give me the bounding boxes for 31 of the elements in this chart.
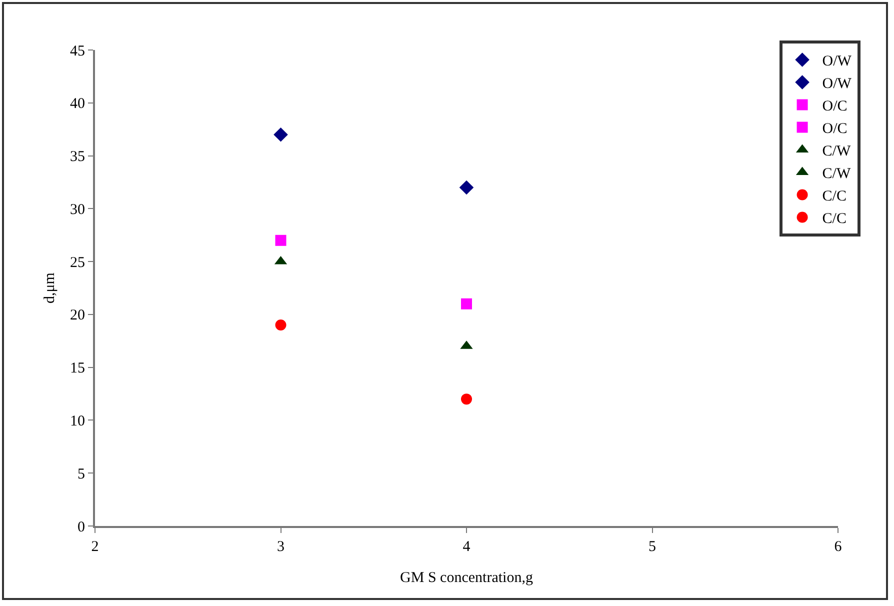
x-tick-label: 4 [462, 539, 471, 555]
x-tick-label: 5 [648, 539, 656, 555]
point [461, 394, 472, 405]
x-tick-label: 2 [91, 539, 99, 555]
legend-label: O/C [822, 121, 848, 138]
y-tick-label: 40 [70, 96, 85, 112]
legend-label: O/W [822, 76, 852, 92]
legend-label: O/C [822, 98, 848, 115]
legend-label: C/C [822, 211, 846, 228]
x-tick-label: 6 [834, 539, 842, 555]
y-tick-label: 45 [70, 43, 85, 60]
point [274, 127, 288, 142]
legend-label: C/W [822, 166, 852, 182]
point [275, 234, 286, 246]
y-tick-label: 30 [70, 202, 85, 218]
y-tick-label: 5 [78, 466, 85, 482]
legend-label: C/W [822, 144, 852, 160]
legend-label: O/W [822, 54, 852, 70]
point [461, 298, 472, 310]
y-tick-label: 10 [70, 413, 85, 430]
y-axis-title: d,μm [42, 272, 58, 304]
y-tick-label: 20 [70, 308, 85, 324]
y-tick-label: 15 [70, 360, 85, 377]
y-tick-label: 35 [70, 149, 85, 166]
point [459, 180, 474, 195]
y-tick-label: 0 [78, 519, 85, 536]
x-tick-label: 3 [277, 539, 284, 555]
y-tick-label: 25 [70, 254, 85, 271]
legend-label: C/C [822, 188, 846, 205]
point [275, 320, 286, 331]
x-axis-title: GM S concentration,g [400, 570, 534, 586]
